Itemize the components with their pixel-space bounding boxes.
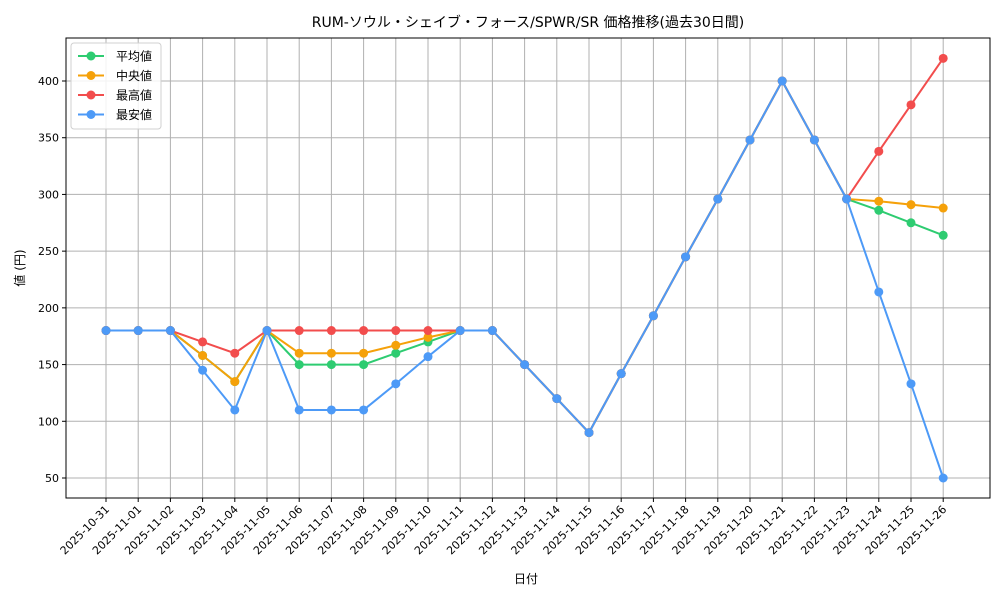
data-point (294, 348, 304, 358)
data-point (326, 360, 336, 370)
data-point (391, 326, 401, 336)
data-point (230, 348, 240, 358)
data-point (906, 218, 916, 228)
data-point (198, 350, 208, 360)
data-point (520, 360, 530, 370)
data-point (455, 326, 465, 336)
data-point (938, 203, 948, 213)
legend-marker-icon (86, 51, 96, 61)
data-point (874, 287, 884, 297)
data-point (874, 205, 884, 215)
series-3 (101, 76, 948, 483)
data-point (391, 348, 401, 358)
data-series (101, 53, 948, 483)
data-point (359, 326, 369, 336)
data-point (906, 379, 916, 389)
data-point (230, 377, 240, 387)
data-point (101, 326, 111, 336)
data-point (938, 230, 948, 240)
data-point (326, 326, 336, 336)
data-point (487, 326, 497, 336)
y-tick-label: 300 (38, 188, 59, 201)
data-point (906, 100, 916, 110)
data-point (874, 146, 884, 156)
legend-label: 最安値 (116, 107, 152, 122)
data-point (359, 360, 369, 370)
data-point (842, 194, 852, 204)
data-point (938, 53, 948, 63)
plot-frame (65, 37, 991, 499)
y-tick-label: 100 (38, 415, 59, 428)
legend-label: 最高値 (116, 88, 152, 103)
legend-marker-icon (86, 90, 96, 100)
legend-box (70, 42, 162, 130)
data-point (133, 326, 143, 336)
legend-marker-icon (86, 110, 96, 119)
data-point (423, 326, 433, 336)
data-point (906, 200, 916, 210)
legend-label: 平均値 (116, 49, 152, 64)
x-axis-label: 日付 (514, 572, 538, 586)
data-point (713, 194, 723, 204)
y-tick-label: 400 (38, 75, 59, 88)
data-point (391, 379, 401, 389)
data-point (938, 473, 948, 483)
data-point (198, 365, 208, 375)
data-point (552, 394, 562, 404)
data-point (359, 405, 369, 415)
y-tick-label: 350 (38, 132, 59, 145)
grid-lines (66, 38, 990, 498)
data-point (294, 405, 304, 415)
legend-label: 中央値 (116, 68, 152, 83)
data-point (262, 326, 272, 336)
data-point (359, 348, 369, 358)
y-tick-label: 50 (45, 472, 59, 485)
chart-title: RUM-ソウル・シェイブ・フォース/SPWR/SR 価格推移(過去30日間) (312, 14, 745, 31)
data-point (809, 135, 819, 145)
data-point (165, 326, 175, 336)
data-point (198, 337, 208, 347)
y-tick-label: 150 (38, 359, 59, 372)
y-axis: 50 100 150 200 250 300 350 400 (38, 75, 66, 485)
data-point (230, 405, 240, 415)
y-axis-label: 値 (円) (12, 249, 27, 286)
data-point (648, 311, 658, 321)
data-point (391, 340, 401, 350)
x-axis: 2025-10-312025-11-012025-11-022025-11-03… (58, 498, 949, 557)
data-point (874, 196, 884, 206)
data-point (681, 252, 691, 262)
data-point (584, 428, 594, 438)
data-point (745, 135, 755, 145)
data-point (326, 348, 336, 358)
data-point (294, 326, 304, 336)
legend-marker-icon (86, 71, 96, 80)
data-point (616, 369, 626, 379)
data-point (423, 352, 433, 362)
data-point (777, 76, 787, 86)
y-tick-label: 200 (38, 302, 59, 315)
data-point (423, 332, 433, 342)
data-point (326, 405, 336, 415)
data-point (294, 360, 304, 370)
y-tick-label: 250 (38, 245, 59, 258)
